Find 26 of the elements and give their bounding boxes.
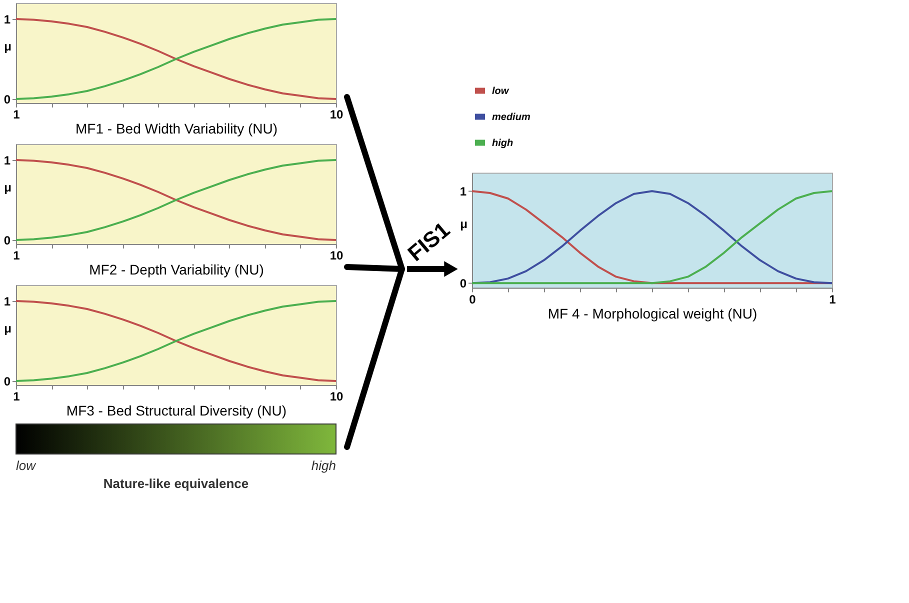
y-tick-label: 0 bbox=[4, 374, 11, 388]
legend-label: high bbox=[492, 138, 514, 149]
x-axis-title: MF2 - Depth Variability (NU) bbox=[89, 262, 264, 278]
line-series bbox=[15, 300, 337, 382]
line-series bbox=[15, 18, 337, 100]
x-axis-title: MF 4 - Morphological weight (NU) bbox=[548, 305, 758, 322]
legend-label: medium bbox=[492, 112, 530, 123]
line-series bbox=[15, 159, 337, 241]
x-tick-label: 10 bbox=[330, 248, 344, 262]
legend-label: low bbox=[492, 86, 510, 97]
x-axis-title: MF1 - Bed Width Variability (NU) bbox=[75, 120, 278, 136]
y-axis-title: μ bbox=[4, 40, 12, 54]
text: high bbox=[311, 458, 336, 473]
x-tick-label: 10 bbox=[330, 108, 344, 122]
text: Nature-like equivalence bbox=[103, 476, 249, 491]
x-tick-label: 10 bbox=[330, 390, 344, 404]
y-tick-label: 0 bbox=[4, 234, 11, 248]
y-axis-title: μ bbox=[460, 216, 468, 231]
y-axis-title: μ bbox=[4, 322, 12, 336]
x-axis-title: MF3 - Bed Structural Diversity (NU) bbox=[66, 402, 287, 418]
y-tick-label: 1 bbox=[4, 12, 11, 26]
text: low bbox=[16, 458, 38, 473]
line-series bbox=[471, 190, 833, 284]
y-tick-label: 0 bbox=[4, 92, 11, 106]
y-tick-label: 1 bbox=[4, 154, 11, 168]
y-axis-title: μ bbox=[4, 180, 12, 194]
